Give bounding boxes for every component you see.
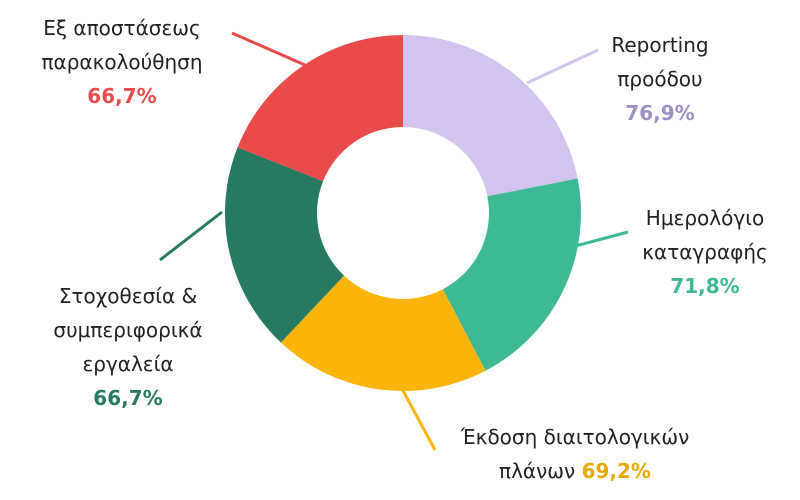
slice-label: Έκδοση διαιτολογικών πλάνων 69,2% bbox=[430, 420, 720, 488]
leader-line bbox=[567, 230, 629, 250]
category-label: Έκδοση διαιτολογικών πλάνων bbox=[460, 425, 690, 483]
category-label: Εξ αποστάσεως παρακολούθηση bbox=[41, 16, 203, 74]
slice bbox=[225, 147, 345, 343]
value-label: 71,8% bbox=[670, 274, 740, 298]
leader-lines bbox=[159, 31, 629, 451]
category-label: Reporting προόδου bbox=[611, 33, 709, 91]
value-label: 66,7% bbox=[93, 386, 163, 410]
leader-line bbox=[231, 31, 306, 67]
category-label: Στοχοθεσία & συμπεριφορικά εργαλεία bbox=[53, 284, 203, 376]
leader-line bbox=[159, 210, 223, 262]
slice-label: Reporting προόδου 76,9% bbox=[575, 28, 745, 130]
value-label: 69,2% bbox=[581, 459, 651, 483]
slice bbox=[403, 35, 578, 197]
leader-line bbox=[526, 48, 599, 85]
slice bbox=[237, 35, 403, 182]
value-label: 76,9% bbox=[625, 101, 695, 125]
leader-line bbox=[398, 384, 437, 451]
slice-label: Στοχοθεσία & συμπεριφορικά εργαλεία 66,7… bbox=[23, 279, 233, 415]
category-label: Ημερολόγιο καταγραφής bbox=[642, 206, 768, 264]
slice-label: Ημερολόγιο καταγραφής 71,8% bbox=[620, 201, 790, 303]
slice-label: Εξ αποστάσεως παρακολούθηση 66,7% bbox=[12, 11, 232, 113]
slice bbox=[442, 178, 581, 371]
slice bbox=[280, 275, 486, 391]
value-label: 66,7% bbox=[87, 84, 157, 108]
